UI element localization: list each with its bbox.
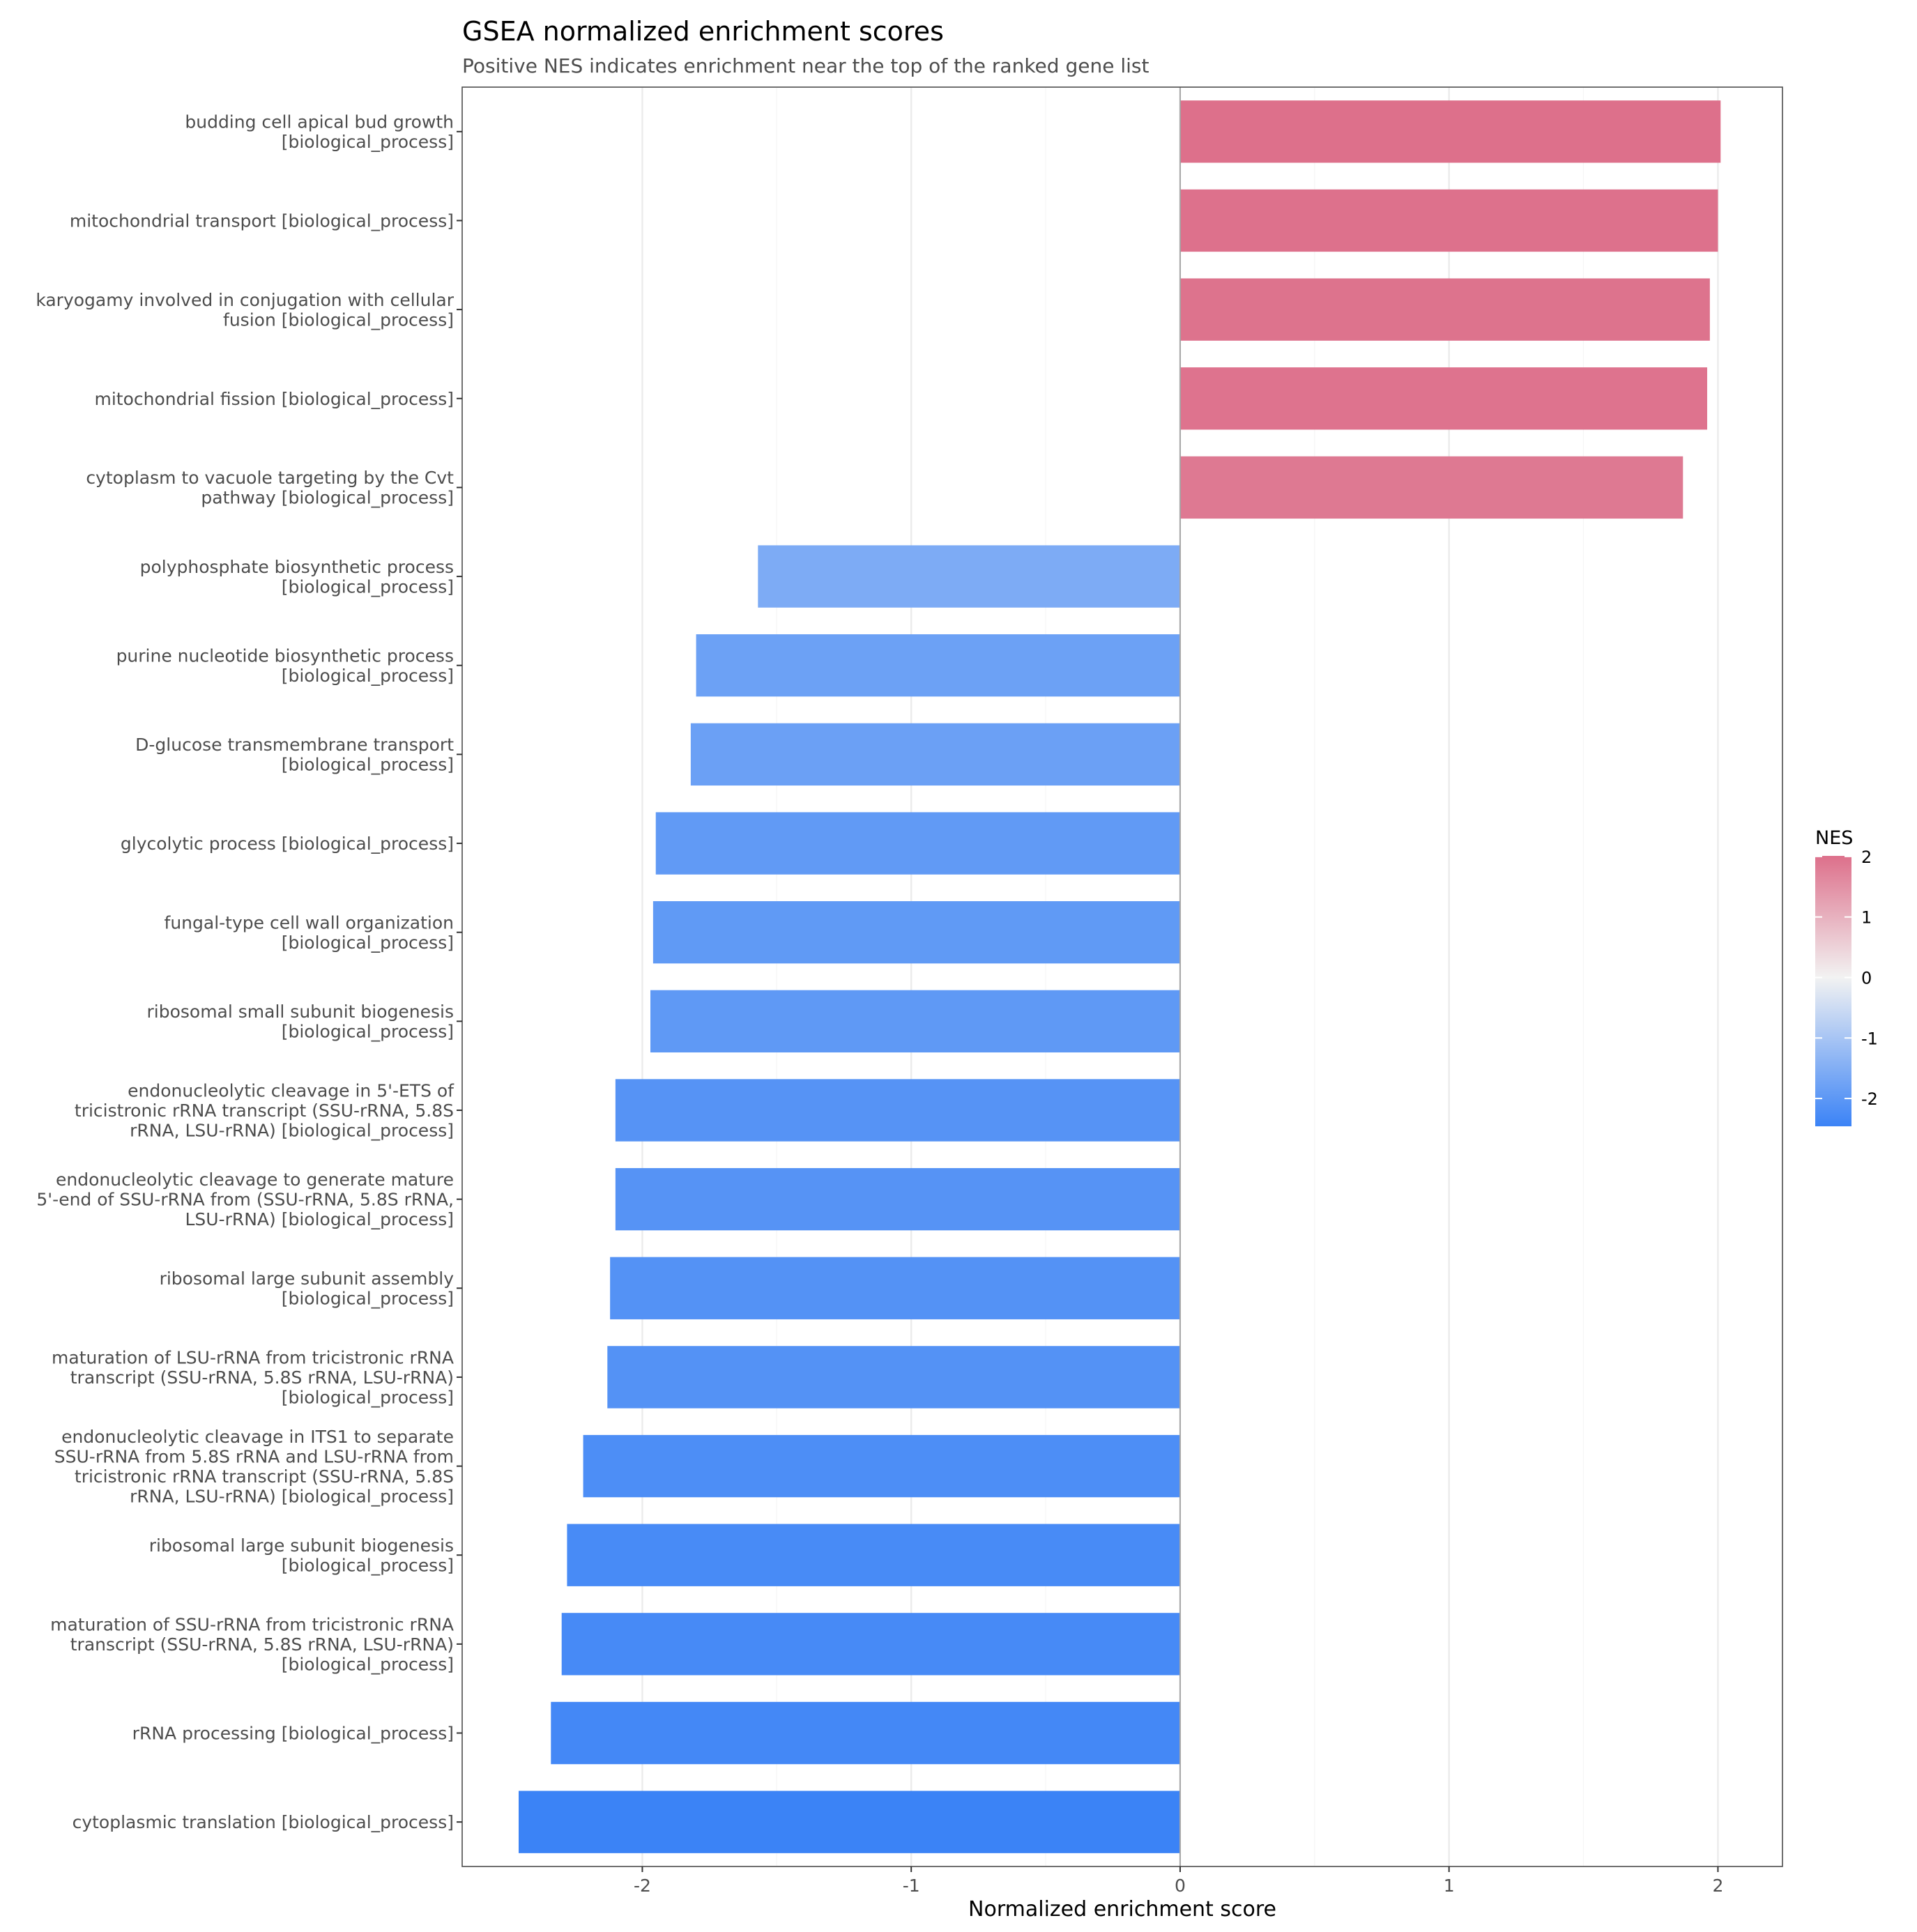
y-tick-label: polyphosphate biosynthetic process [biolo… [140,557,454,597]
bar [690,723,1180,786]
y-tick-label: purine nucleotide biosynthetic process [b… [116,645,454,686]
x-tick-label: 2 [1712,1876,1723,1896]
bar [551,1701,1180,1765]
bar [655,812,1180,875]
y-tick-label: karyogamy involved in conjugation with c… [36,290,454,330]
y-tick-label: maturation of LSU-rRNA from tricistronic… [52,1347,454,1407]
nes-legend: NES 2 1 0 -1 -2 [1815,827,1878,1126]
legend-tick-label: 0 [1861,968,1872,988]
y-tick-label: cytoplasmic translation [biological_proc… [72,1812,454,1832]
y-tick-label: endonucleolytic cleavage in 5'-ETS of tri… [75,1080,455,1140]
bar [561,1613,1180,1676]
bar [615,1079,1180,1142]
x-axis-title: Normalized enrichment score [968,1897,1276,1922]
y-tick-label: fungal-type cell wall organization [biolo… [165,912,454,953]
bar [652,900,1180,964]
y-tick-label: endonucleolytic cleavage to generate mat… [36,1170,454,1229]
y-tick-label: mitochondrial transport [biological_proc… [70,210,454,231]
y-tick-label: budding cell apical bud growth [biologica… [185,112,454,153]
x-tick-label: -1 [903,1876,920,1896]
bar [567,1524,1180,1586]
bar [519,1791,1180,1853]
legend-tick-label: -1 [1861,1029,1878,1048]
legend-title: NES [1815,827,1853,849]
bar [1179,189,1718,252]
bar [758,545,1180,608]
legend-tick-label: 1 [1861,908,1872,928]
bar [583,1434,1180,1498]
x-tick-label: -2 [634,1876,651,1896]
y-tick-label: ribosomal large subunit biogenesis [biolo… [149,1535,454,1576]
x-tick-label: 0 [1175,1876,1186,1896]
plot-border [461,86,1783,1867]
y-tick-label: rRNA processing [biological_process] [132,1724,454,1744]
bar [1179,456,1683,519]
legend-tick-label: -2 [1861,1089,1878,1109]
chart-subtitle: Positive NES indicates enrichment near t… [462,54,1149,77]
y-tick-label: D-glucose transmembrane transport [biolog… [135,735,454,775]
bar [1179,367,1707,430]
bar [615,1167,1180,1231]
y-tick-label: glycolytic process [biological_process] [121,834,454,854]
bar [1179,278,1710,341]
y-tick-label: mitochondrial fission [biological_proces… [94,389,454,409]
legend-tick-label: 2 [1861,848,1872,867]
plot-panel [462,87,1782,1866]
y-tick-label: ribosomal small subunit biogenesis [biolo… [146,1002,454,1042]
x-axis-ticks: -2 -1 0 1 2 [634,1866,1723,1896]
bar [696,634,1180,697]
y-tick-label: endonucleolytic cleavage in ITS1 to sepa… [54,1427,454,1507]
bar [610,1257,1180,1319]
bar [1179,100,1721,163]
x-tick-label: 1 [1444,1876,1455,1896]
legend-colorbar [1815,856,1851,1126]
bar [607,1346,1180,1409]
y-tick-label: maturation of SSU-rRNA from tricistronic… [50,1614,454,1674]
chart-title: GSEA normalized enrichment scores [462,16,944,47]
bar [650,990,1180,1053]
y-tick-label: cytoplasm to vacuole targeting by the Cv… [86,468,454,508]
bars [519,100,1721,1853]
y-axis-labels: budding cell apical bud growth [biologica… [36,112,462,1832]
y-tick-label: ribosomal large subunit assembly [biologi… [160,1268,455,1309]
